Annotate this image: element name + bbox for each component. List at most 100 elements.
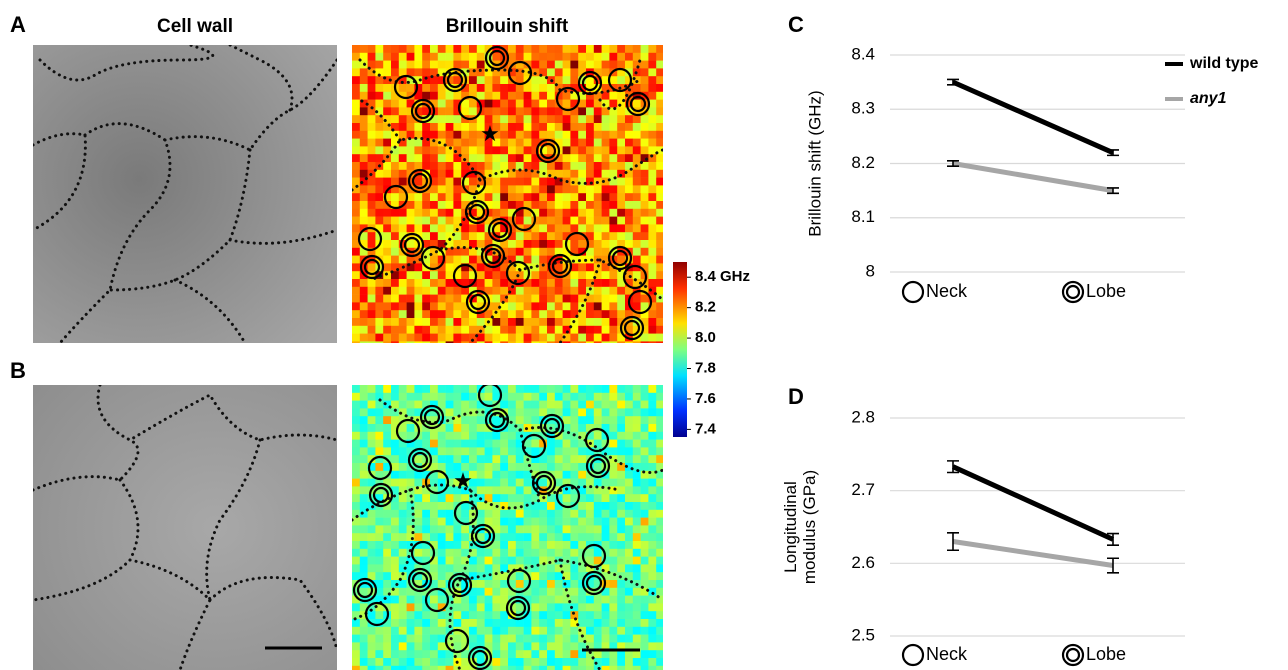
- map-pixel: [414, 580, 423, 589]
- map-pixel: [578, 634, 587, 643]
- cell-wall-image: [33, 385, 337, 670]
- map-pixel: [531, 509, 540, 518]
- map-pixel: [352, 494, 361, 503]
- map-pixel: [359, 486, 368, 495]
- map-pixel: [648, 310, 657, 319]
- map-pixel: [562, 232, 571, 241]
- map-pixel: [625, 463, 634, 472]
- map-pixel: [352, 232, 361, 241]
- map-pixel: [398, 162, 407, 171]
- map-pixel: [398, 255, 407, 264]
- map-pixel: [515, 216, 524, 225]
- map-pixel: [523, 463, 532, 472]
- map-pixel: [383, 502, 392, 511]
- map-pixel: [570, 556, 579, 565]
- map-pixel: [640, 533, 649, 542]
- map-pixel: [469, 60, 478, 69]
- map-pixel: [554, 52, 563, 61]
- map-pixel: [562, 286, 571, 295]
- map-pixel: [640, 271, 649, 280]
- map-pixel: [609, 154, 618, 163]
- map-pixel: [593, 208, 602, 217]
- map-pixel: [547, 502, 556, 511]
- map-pixel: [648, 580, 657, 589]
- map-pixel: [500, 400, 509, 409]
- map-pixel: [632, 208, 641, 217]
- map-pixel: [445, 45, 454, 54]
- map-pixel: [422, 146, 431, 155]
- y-tick-label: 8: [866, 261, 875, 280]
- map-pixel: [398, 392, 407, 401]
- map-pixel: [601, 650, 610, 659]
- map-pixel: [601, 146, 610, 155]
- map-pixel: [375, 392, 384, 401]
- map-pixel: [469, 325, 478, 334]
- map-pixel: [453, 478, 462, 487]
- map-pixel: [570, 611, 579, 620]
- map-pixel: [461, 408, 470, 417]
- map-pixel: [508, 392, 517, 401]
- map-pixel: [562, 658, 571, 667]
- map-pixel: [648, 603, 657, 612]
- map-pixel: [422, 424, 431, 433]
- map-pixel: [570, 107, 579, 116]
- map-pixel: [632, 541, 641, 550]
- map-pixel: [578, 392, 587, 401]
- map-pixel: [632, 595, 641, 604]
- map-pixel: [453, 84, 462, 93]
- map-pixel: [430, 533, 439, 542]
- map-pixel: [601, 642, 610, 651]
- map-pixel: [648, 341, 657, 343]
- map-pixel: [492, 123, 501, 132]
- map-pixel: [422, 587, 431, 596]
- map-pixel: [398, 611, 407, 620]
- map-pixel: [656, 650, 663, 659]
- legend-label: wild type: [1189, 55, 1259, 72]
- map-pixel: [492, 68, 501, 77]
- map-pixel: [430, 60, 439, 69]
- map-pixel: [609, 416, 618, 425]
- map-pixel: [398, 572, 407, 581]
- map-pixel: [406, 294, 415, 303]
- map-pixel: [515, 201, 524, 210]
- map-pixel: [523, 107, 532, 116]
- map-pixel: [391, 463, 400, 472]
- map-pixel: [359, 99, 368, 108]
- ring: [407, 567, 433, 593]
- map-pixel: [554, 45, 563, 54]
- map-pixel: [414, 385, 423, 394]
- map-pixel: [398, 408, 407, 417]
- map-pixel: [445, 517, 454, 526]
- map-pixel: [601, 45, 610, 54]
- map-pixel: [640, 463, 649, 472]
- map-pixel: [383, 541, 392, 550]
- map-pixel: [414, 310, 423, 319]
- map-pixel: [515, 318, 524, 327]
- ring: [506, 568, 532, 594]
- category-icon: [1061, 280, 1085, 304]
- map-pixel: [437, 564, 446, 573]
- map-pixel: [414, 216, 423, 225]
- map-pixel: [391, 517, 400, 526]
- map-pixel: [601, 255, 610, 264]
- map-pixel: [562, 310, 571, 319]
- map-pixel: [414, 45, 423, 54]
- map-pixel: [515, 470, 524, 479]
- map-pixel: [531, 611, 540, 620]
- map-pixel: [515, 341, 524, 343]
- map-pixel: [539, 60, 548, 69]
- map-pixel: [469, 232, 478, 241]
- map-pixel: [508, 494, 517, 503]
- map-pixel: [422, 302, 431, 311]
- map-pixel: [383, 431, 392, 440]
- map-pixel: [586, 76, 595, 85]
- map-pixel: [554, 626, 563, 635]
- map-pixel: [414, 52, 423, 61]
- map-pixel: [375, 177, 384, 186]
- map-pixel: [352, 611, 361, 620]
- map-pixel: [500, 325, 509, 334]
- map-pixel: [656, 478, 663, 487]
- map-pixel: [617, 185, 626, 194]
- map-pixel: [539, 619, 548, 628]
- map-pixel: [445, 486, 454, 495]
